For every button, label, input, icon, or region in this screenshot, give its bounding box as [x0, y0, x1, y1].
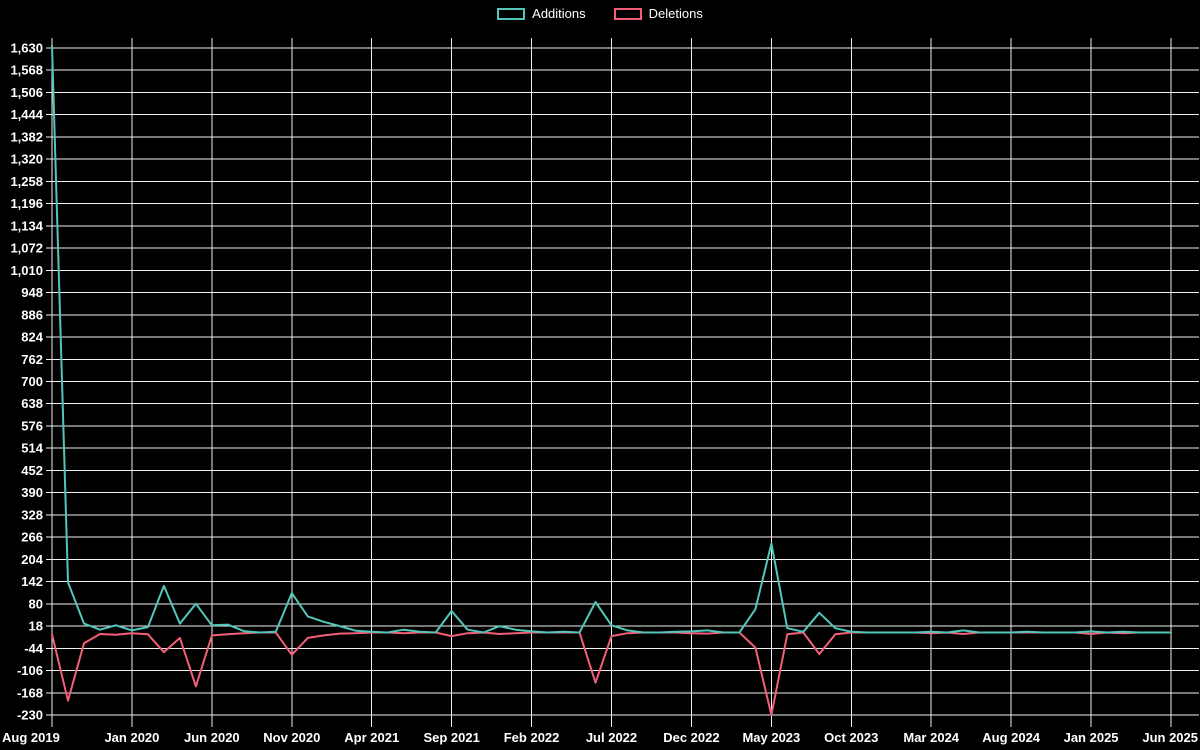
y-tick-label: 1,630 [10, 41, 43, 56]
y-tick-label: 1,568 [10, 63, 43, 78]
x-tick-label: Aug 2024 [982, 730, 1041, 745]
legend-item-additions[interactable]: Additions [497, 6, 586, 21]
y-tick-label: 328 [21, 507, 43, 522]
x-tick-label: Jul 2022 [586, 730, 637, 745]
y-tick-label: 824 [21, 330, 43, 345]
x-tick-label: Oct 2023 [824, 730, 878, 745]
y-tick-label: 18 [29, 619, 43, 634]
y-tick-label: 1,320 [10, 152, 43, 167]
y-tick-label: 1,382 [10, 129, 43, 144]
y-tick-label: 762 [21, 352, 43, 367]
y-tick-label: 1,072 [10, 241, 43, 256]
y-tick-label: 514 [21, 441, 43, 456]
y-tick-label: -168 [17, 685, 43, 700]
x-tick-label: Dec 2022 [663, 730, 719, 745]
y-tick-label: 204 [21, 552, 43, 567]
x-tick-label: Sep 2021 [423, 730, 479, 745]
legend-label-additions: Additions [532, 6, 586, 21]
x-tick-label: Apr 2021 [344, 730, 399, 745]
additions-swatch-icon [497, 7, 526, 20]
y-tick-label: 638 [21, 396, 43, 411]
y-tick-label: -106 [17, 663, 43, 678]
x-gridlines [51, 38, 1172, 727]
y-tick-label: 576 [21, 418, 43, 433]
y-tick-label: 390 [21, 485, 43, 500]
y-tick-label: 1,010 [10, 263, 43, 278]
y-tick-labels: 1,630 1,568 1,506 1,444 1,382 1,320 1,258 1,196… [10, 41, 43, 723]
x-tick-label: Feb 2022 [504, 730, 560, 745]
y-tick-label: 700 [21, 374, 43, 389]
y-tick-label: 1,444 [10, 107, 43, 122]
x-tick-label: Mar 2024 [903, 730, 959, 745]
x-tick-label: Aug 2019 [2, 730, 60, 745]
chart-legend: Additions Deletions [0, 6, 1200, 21]
y-tick-label: 1,134 [10, 218, 43, 233]
y-tick-label: -44 [24, 641, 44, 656]
y-gridlines [46, 47, 1199, 716]
additions-line [51, 44, 1172, 634]
y-tick-label: 452 [21, 463, 43, 478]
x-tick-labels: Aug 2019 Jan 2020 Jun 2020 Nov 2020 Apr 2021… [2, 730, 1198, 745]
legend-item-deletions[interactable]: Deletions [613, 6, 703, 21]
y-tick-label: 80 [29, 596, 43, 611]
deletions-swatch-icon [613, 7, 642, 20]
x-tick-label: Jun 2025 [1142, 730, 1198, 745]
x-tick-label: Jan 2025 [1064, 730, 1119, 745]
y-tick-label: 266 [21, 530, 43, 545]
x-tick-label: Jun 2020 [184, 730, 240, 745]
y-tick-label: 142 [21, 574, 43, 589]
y-tick-label: 886 [21, 307, 43, 322]
x-tick-label: Nov 2020 [263, 730, 320, 745]
x-tick-label: May 2023 [742, 730, 800, 745]
y-tick-label: 1,196 [10, 196, 43, 211]
y-tick-label: 948 [21, 285, 43, 300]
y-tick-label: 1,258 [10, 174, 43, 189]
y-tick-label: -230 [17, 708, 43, 723]
y-tick-label: 1,506 [10, 85, 43, 100]
x-tick-label: Jan 2020 [104, 730, 159, 745]
legend-label-deletions: Deletions [648, 6, 703, 21]
